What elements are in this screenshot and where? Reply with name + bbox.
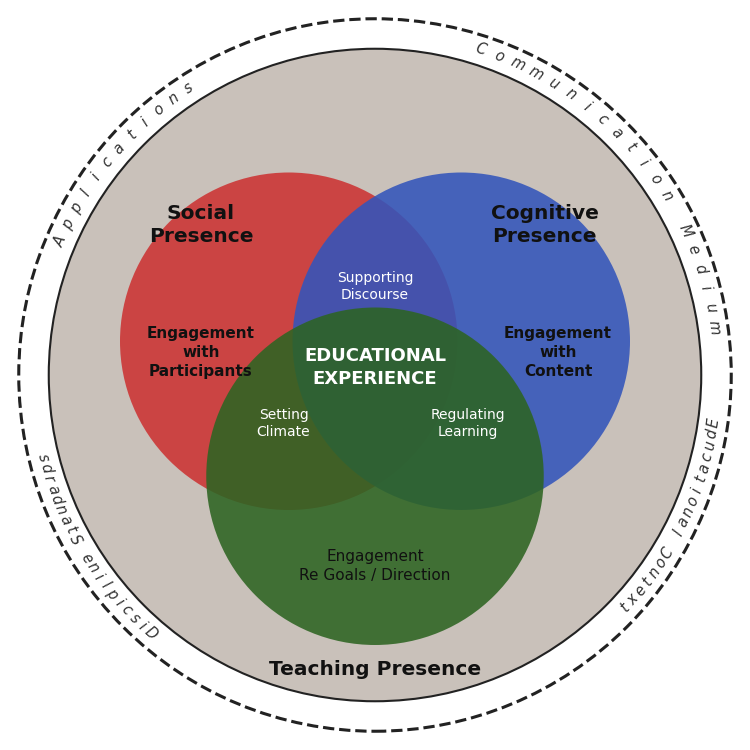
Text: d: d	[692, 262, 709, 275]
Text: M: M	[676, 223, 694, 240]
Circle shape	[292, 172, 630, 510]
Text: a: a	[696, 461, 712, 474]
Text: d: d	[38, 462, 55, 475]
Text: s: s	[182, 80, 196, 97]
Text: c: c	[699, 451, 715, 463]
Text: e: e	[632, 583, 649, 599]
Text: d: d	[704, 428, 720, 440]
Text: a: a	[110, 140, 128, 157]
Text: o: o	[652, 555, 670, 571]
Text: c: c	[99, 154, 116, 170]
Text: C: C	[658, 544, 676, 561]
Text: i: i	[112, 596, 126, 609]
Text: Engagement
with
Content: Engagement with Content	[504, 326, 612, 379]
Text: x: x	[625, 592, 641, 608]
Text: i: i	[636, 157, 650, 170]
Text: i: i	[136, 619, 149, 633]
Text: t: t	[618, 601, 632, 616]
Text: n: n	[646, 564, 663, 580]
Circle shape	[206, 308, 544, 645]
Text: e: e	[77, 550, 95, 566]
Text: u: u	[546, 74, 562, 92]
Text: i: i	[88, 171, 104, 183]
Text: t: t	[124, 128, 139, 142]
Text: t: t	[62, 524, 78, 536]
Text: n: n	[658, 188, 675, 204]
Text: i: i	[698, 284, 713, 292]
Text: EDUCATIONAL
EXPERIENCE: EDUCATIONAL EXPERIENCE	[304, 347, 446, 388]
Text: Setting
Climate: Setting Climate	[256, 408, 310, 440]
Text: l: l	[671, 527, 686, 538]
Text: o: o	[646, 171, 664, 187]
Text: Engagement
Re Goals / Direction: Engagement Re Goals / Direction	[299, 550, 451, 583]
Text: u: u	[702, 302, 718, 313]
Text: C: C	[473, 41, 488, 58]
Text: o: o	[151, 101, 167, 118]
Text: p: p	[68, 200, 86, 216]
Text: i: i	[689, 486, 705, 494]
Text: Teaching Presence: Teaching Presence	[269, 660, 481, 680]
Text: l: l	[98, 579, 112, 592]
Text: a: a	[608, 124, 625, 142]
Text: m: m	[705, 320, 722, 335]
Text: n: n	[562, 86, 578, 103]
Text: p: p	[59, 217, 76, 232]
Circle shape	[49, 49, 701, 701]
Text: e: e	[685, 243, 702, 256]
Text: i: i	[92, 571, 106, 583]
Text: u: u	[701, 440, 718, 452]
Text: n: n	[680, 505, 698, 519]
Text: E: E	[706, 417, 722, 428]
Text: c: c	[118, 602, 135, 618]
Text: i: i	[580, 99, 592, 113]
Text: A: A	[51, 234, 69, 249]
Text: Supporting
Discourse: Supporting Discourse	[337, 271, 413, 302]
Text: a: a	[675, 515, 692, 529]
Text: Engagement
with
Participants: Engagement with Participants	[147, 326, 255, 379]
Text: l: l	[79, 187, 93, 198]
Text: i: i	[139, 115, 152, 129]
Text: a: a	[44, 482, 62, 496]
Text: D: D	[142, 624, 160, 643]
Text: r: r	[41, 474, 57, 484]
Text: o: o	[493, 48, 506, 65]
Text: Social
Presence: Social Presence	[148, 204, 254, 246]
Text: s: s	[127, 610, 142, 626]
Text: S: S	[66, 532, 84, 547]
Text: m: m	[509, 55, 528, 74]
Text: Cognitive
Presence: Cognitive Presence	[490, 204, 598, 246]
Text: Regulating
Learning: Regulating Learning	[430, 408, 506, 440]
Text: s: s	[35, 452, 51, 464]
Text: n: n	[166, 90, 182, 107]
Text: p: p	[104, 586, 121, 602]
Text: t: t	[640, 574, 656, 589]
Text: o: o	[684, 494, 701, 508]
Text: m: m	[526, 63, 546, 83]
Text: a: a	[56, 512, 74, 527]
Text: t: t	[623, 140, 638, 154]
Text: t: t	[693, 474, 709, 484]
Text: n: n	[52, 503, 70, 517]
Text: c: c	[594, 111, 610, 128]
Circle shape	[120, 172, 457, 510]
Text: d: d	[48, 493, 65, 507]
Text: n: n	[83, 560, 101, 575]
